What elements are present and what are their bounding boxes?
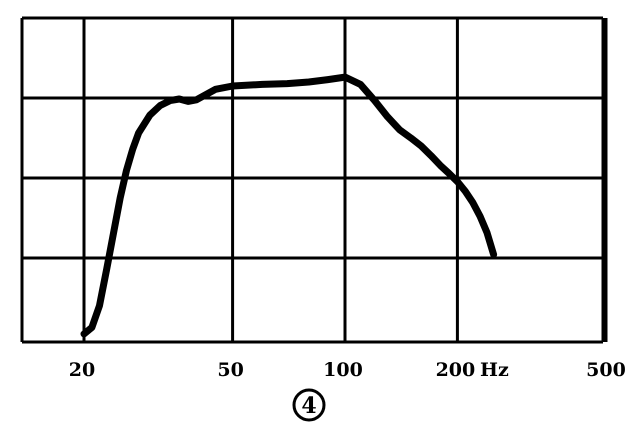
x-tick-label-50: 50 bbox=[217, 359, 243, 381]
figure-number-badge: 4 bbox=[292, 388, 326, 422]
response-curve bbox=[80, 73, 498, 338]
x-axis-unit-label: Hz bbox=[480, 359, 509, 381]
x-axis-tick-labels: 20 50 100 200 500 bbox=[69, 359, 626, 381]
x-tick-label-20: 20 bbox=[69, 359, 95, 381]
x-tick-label-500: 500 bbox=[586, 359, 626, 381]
chart-grid bbox=[20, 16, 608, 344]
x-tick-label-100: 100 bbox=[323, 359, 363, 381]
figure-number-circle bbox=[292, 388, 326, 422]
figure-number-text: 4 bbox=[301, 393, 316, 419]
x-tick-label-200: 200 bbox=[436, 359, 476, 381]
